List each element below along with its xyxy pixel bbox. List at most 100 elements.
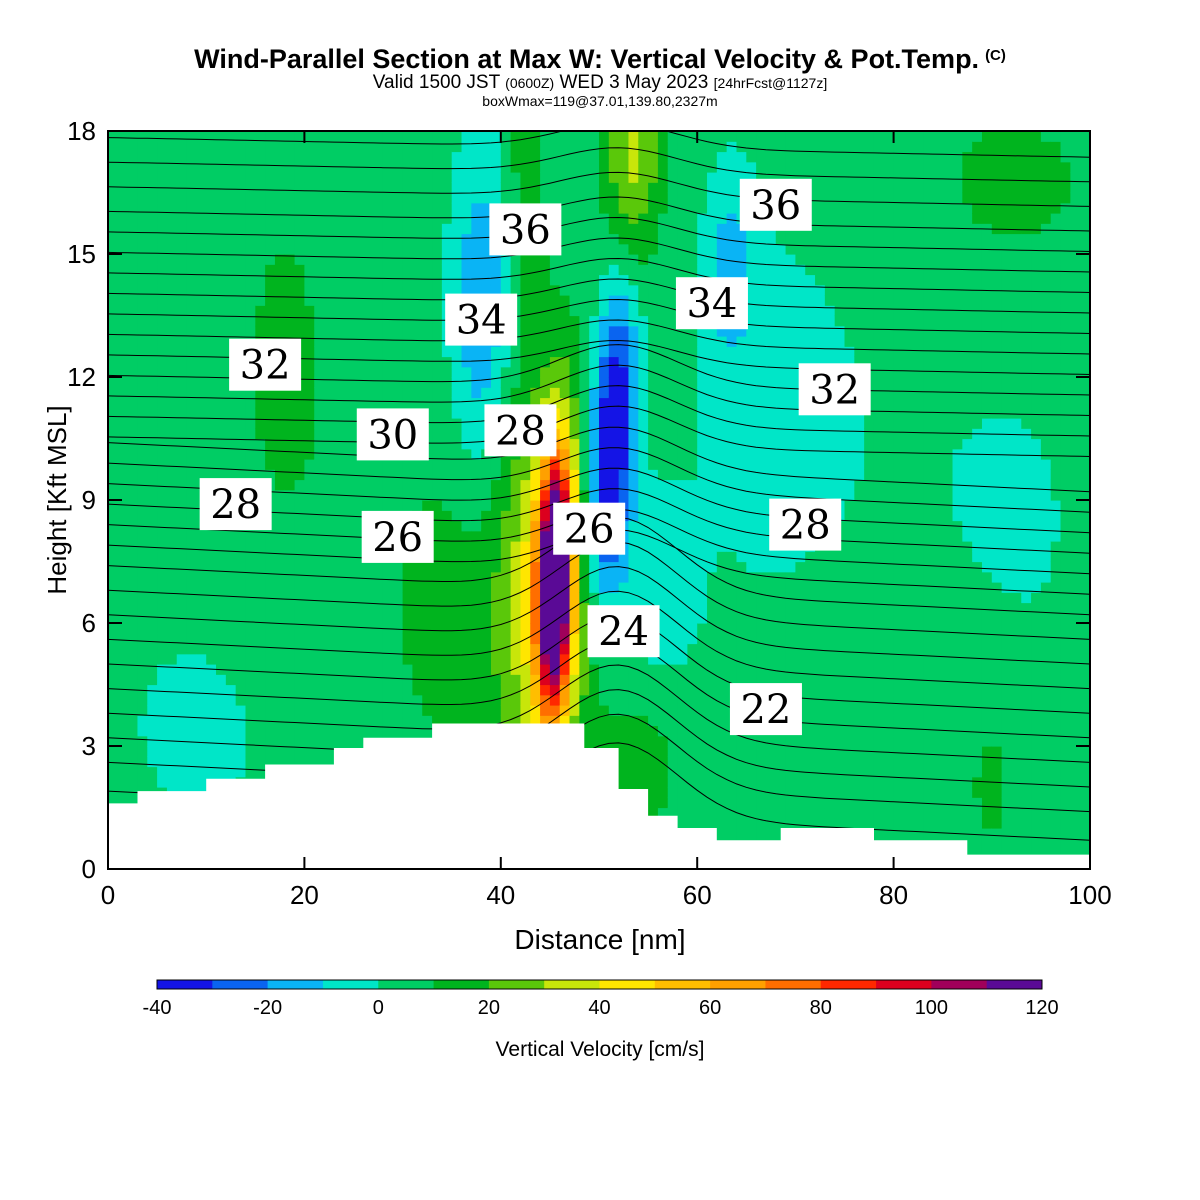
velocity-cell — [579, 715, 590, 727]
velocity-cell — [363, 684, 374, 696]
velocity-cell — [589, 705, 600, 716]
velocity-cell — [137, 377, 148, 388]
velocity-cell — [736, 418, 747, 429]
velocity-cell — [520, 551, 531, 563]
velocity-cell — [294, 202, 305, 214]
velocity-cell — [579, 325, 590, 337]
velocity-cell — [343, 653, 355, 665]
velocity-cell — [461, 469, 472, 481]
velocity-cell — [216, 407, 227, 419]
velocity-cell — [117, 530, 129, 542]
velocity-cell — [353, 325, 364, 337]
velocity-cell — [255, 182, 266, 194]
velocity-cell — [628, 520, 639, 532]
velocity-cell — [451, 284, 463, 296]
velocity-cell — [255, 684, 266, 696]
velocity-cell — [638, 694, 649, 706]
velocity-cell — [667, 366, 679, 378]
velocity-cell — [510, 141, 522, 153]
velocity-cell — [569, 141, 580, 153]
velocity-cell — [579, 735, 590, 747]
velocity-cell — [225, 305, 237, 317]
velocity-cell — [687, 161, 698, 173]
velocity-cell — [284, 469, 296, 481]
velocity-cell — [216, 356, 227, 368]
velocity-cell — [353, 715, 364, 727]
velocity-cell — [225, 397, 237, 409]
velocity-cell — [284, 131, 296, 142]
velocity-cell — [461, 387, 472, 399]
velocity-cell — [549, 192, 561, 204]
velocity-cell — [157, 336, 168, 347]
velocity-cell — [353, 561, 364, 573]
velocity-cell — [166, 571, 178, 583]
velocity-cell — [284, 151, 296, 163]
velocity-cell — [206, 592, 217, 604]
velocity-cell — [530, 295, 541, 306]
velocity-cell — [186, 366, 197, 378]
velocity-cell — [274, 500, 286, 511]
velocity-cell — [471, 520, 482, 532]
velocity-cell — [490, 653, 502, 665]
velocity-cell — [353, 284, 364, 296]
velocity-cell — [412, 141, 423, 153]
velocity-cell — [373, 325, 384, 337]
velocity-cell — [127, 243, 139, 255]
velocity-cell — [618, 479, 630, 491]
velocity-cell — [451, 346, 463, 358]
velocity-cell — [353, 151, 364, 163]
velocity-cell — [628, 438, 639, 450]
velocity-cell — [324, 315, 335, 327]
velocity-cell — [147, 325, 158, 337]
velocity-cell — [490, 500, 502, 511]
velocity-cell — [657, 510, 669, 522]
velocity-cell — [716, 489, 728, 501]
velocity-cell — [402, 213, 414, 224]
velocity-cell — [775, 346, 787, 358]
velocity-cell — [412, 151, 423, 163]
velocity-cell — [549, 356, 561, 368]
velocity-cell — [216, 684, 227, 696]
velocity-cell — [225, 243, 237, 255]
velocity-cell — [363, 356, 374, 368]
velocity-cell — [196, 131, 207, 142]
velocity-cell — [628, 407, 639, 419]
velocity-cell — [756, 500, 767, 511]
velocity-cell — [677, 233, 688, 245]
velocity-cell — [746, 448, 757, 460]
velocity-cell — [667, 623, 679, 634]
velocity-cell — [137, 305, 148, 317]
velocity-cell — [638, 746, 649, 757]
velocity-cell — [324, 530, 335, 542]
velocity-cell — [520, 397, 531, 409]
velocity-cell — [333, 305, 345, 317]
velocity-cell — [540, 295, 551, 306]
velocity-cell — [343, 561, 355, 573]
velocity-cell — [677, 264, 688, 276]
velocity-cell — [451, 602, 463, 614]
velocity-cell — [481, 489, 492, 501]
velocity-cell — [608, 551, 620, 563]
velocity-cell — [255, 407, 266, 419]
velocity-cell — [147, 551, 158, 563]
velocity-cell — [324, 643, 335, 655]
velocity-cell — [392, 254, 404, 265]
velocity-cell — [147, 510, 158, 522]
velocity-cell — [176, 315, 188, 327]
velocity-cell — [324, 469, 335, 481]
velocity-cell — [530, 694, 541, 706]
velocity-cell — [599, 705, 610, 716]
velocity-cell — [324, 571, 335, 583]
velocity-cell — [746, 530, 757, 542]
velocity-cell — [166, 377, 178, 388]
velocity-cell — [274, 438, 286, 450]
velocity-cell — [186, 213, 197, 224]
velocity-cell — [599, 131, 610, 142]
velocity-cell — [186, 315, 197, 327]
velocity-cell — [324, 684, 335, 696]
velocity-cell — [147, 397, 158, 409]
velocity-cell — [412, 643, 423, 655]
velocity-cell — [245, 459, 256, 470]
velocity-cell — [373, 131, 384, 142]
velocity-cell — [127, 694, 139, 706]
